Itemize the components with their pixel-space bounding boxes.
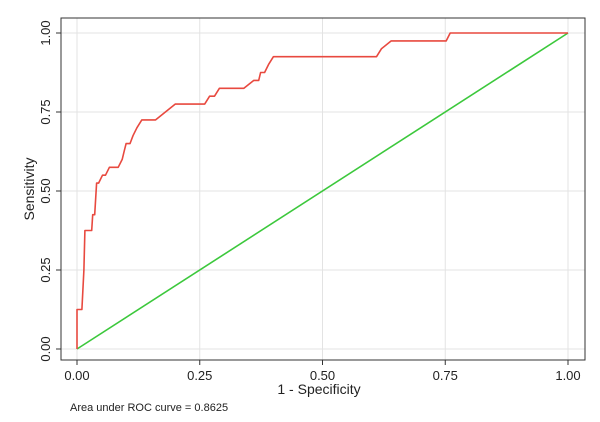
series-layer [76,32,569,350]
y-axis-title: Sensitivity [21,157,37,220]
x-axis-title: 1 - Specificity [277,381,360,397]
reference-diagonal-line [76,32,569,350]
y-tick-label: 0.50 [38,178,53,203]
x-tick-label: 0.00 [64,368,89,383]
auc-annotation: Area under ROC curve = 0.8625 [70,402,229,414]
y-tick-label: 0.00 [38,336,53,361]
y-tick-label: 1.00 [38,20,53,45]
roc-curve-line [76,32,568,349]
x-tick-label: 0.25 [187,368,212,383]
y-tick-label: 0.25 [38,257,53,282]
x-tick-label: 0.75 [433,368,458,383]
x-tick-label: 0.50 [310,368,335,383]
y-tick-label: 0.75 [38,99,53,124]
axes: 0.00 0.25 0.50 0.75 1.00 0.00 0.25 0.50 0.75 1.00… [21,20,581,397]
x-tick-label: 1.00 [555,368,580,383]
